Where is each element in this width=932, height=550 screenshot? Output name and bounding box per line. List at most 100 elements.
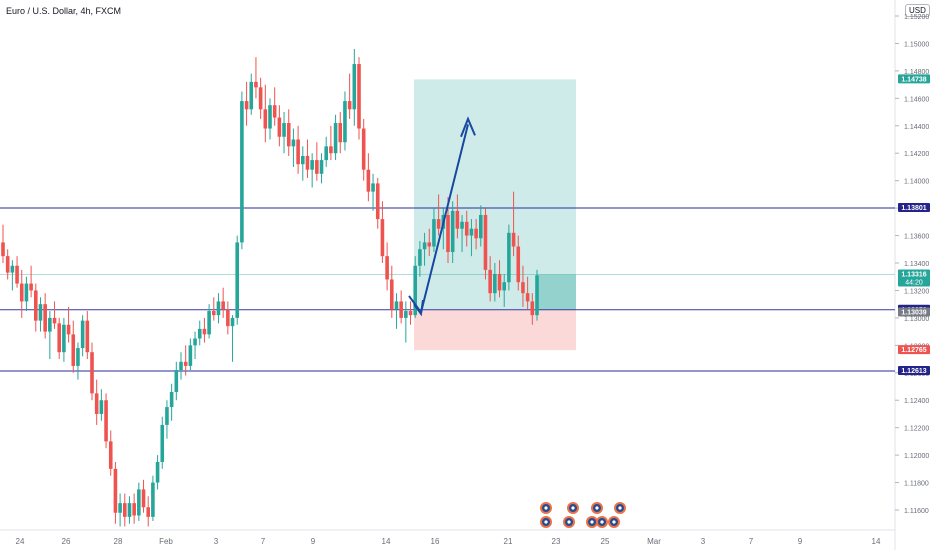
- candle-body: [48, 317, 52, 332]
- candle-body: [118, 503, 122, 513]
- candle-body: [221, 301, 225, 310]
- candle-body: [263, 109, 268, 129]
- x-tick-label: Feb: [159, 537, 173, 546]
- candle-body: [422, 242, 427, 250]
- y-tick-label: 1.13600: [904, 234, 929, 241]
- price-label: 1.13316: [901, 272, 926, 279]
- long-position-stop-zone[interactable]: [414, 309, 576, 351]
- target-price-label: 1.14738: [901, 76, 926, 83]
- candle-body: [207, 311, 211, 335]
- candle-body: [57, 323, 62, 353]
- candle-body: [188, 345, 193, 366]
- candle-body: [535, 275, 539, 316]
- stop-price-label: 1.12765: [901, 347, 926, 354]
- price-label-countdown: 44:20: [905, 280, 923, 287]
- candle-body: [310, 160, 314, 170]
- y-tick-label: 1.13400: [904, 261, 929, 268]
- candle-body: [272, 105, 277, 118]
- candle-body: [432, 219, 436, 247]
- candle-body: [493, 273, 497, 294]
- candle-body: [132, 503, 136, 516]
- candle-body: [357, 64, 361, 129]
- candle-body: [469, 228, 474, 236]
- candle-body: [352, 64, 357, 110]
- candle-body: [511, 232, 516, 247]
- x-tick-label: 3: [214, 537, 219, 546]
- candle-body: [94, 393, 99, 414]
- candle-body: [216, 301, 221, 316]
- candle-body: [385, 256, 389, 280]
- candle-body: [319, 160, 324, 174]
- x-tick-label: 9: [798, 537, 803, 546]
- x-tick-label: 28: [114, 537, 123, 546]
- candle-body: [329, 146, 333, 154]
- y-tick-label: 1.14400: [904, 124, 929, 131]
- candle-body: [436, 219, 441, 229]
- event-icon-dot: [618, 506, 622, 510]
- event-icon-dot: [600, 520, 604, 524]
- candle-body: [502, 282, 507, 291]
- candle-body: [90, 352, 94, 394]
- candle-body: [418, 249, 422, 266]
- candle-body: [174, 370, 179, 392]
- y-tick-label: 1.14800: [904, 69, 929, 76]
- trend-arrow-head: [460, 116, 476, 138]
- currency-label[interactable]: USD: [905, 4, 930, 17]
- candle-body: [268, 105, 272, 129]
- candle-body: [5, 256, 10, 273]
- x-tick-label: 25: [601, 537, 610, 546]
- event-icon-dot: [544, 506, 548, 510]
- candle-body: [38, 304, 43, 321]
- candle-body: [108, 441, 113, 469]
- candle-body: [127, 503, 132, 517]
- y-tick-label: 1.13000: [904, 316, 929, 323]
- candle-body: [71, 334, 76, 366]
- candle-body: [165, 407, 169, 425]
- line-price-label: 1.13801: [901, 205, 926, 212]
- candle-body: [277, 117, 282, 137]
- x-tick-label: 9: [311, 537, 316, 546]
- candle-body: [338, 123, 343, 143]
- candle-body: [347, 101, 352, 110]
- line-price-label-bg: [898, 365, 930, 375]
- y-tick-label: 1.11600: [904, 508, 929, 515]
- candle-body: [43, 304, 47, 332]
- price-label-bg: [898, 269, 930, 287]
- candle-body: [460, 221, 464, 229]
- candle-body: [375, 183, 380, 220]
- y-tick-label: 1.11800: [904, 481, 929, 488]
- candle-body: [497, 273, 502, 291]
- x-tick-label: 7: [749, 537, 754, 546]
- candle-body: [29, 283, 33, 291]
- candle-body: [525, 293, 530, 302]
- stop-price-label-bg: [898, 345, 930, 355]
- candle-body: [371, 183, 375, 192]
- candle-body: [249, 81, 254, 110]
- candle-body: [389, 279, 394, 310]
- target-price-label-bg: [898, 74, 930, 84]
- candle-body: [446, 214, 450, 253]
- candle-body: [483, 214, 488, 270]
- candle-body: [76, 348, 80, 366]
- x-tick-label: 14: [872, 537, 881, 546]
- candle-body: [10, 265, 15, 273]
- candle-body: [137, 489, 141, 516]
- candle-body: [324, 146, 329, 161]
- candle-body: [104, 400, 108, 442]
- candle-body: [193, 338, 197, 346]
- candle-body: [1, 242, 5, 257]
- y-tick-label: 1.12200: [904, 426, 929, 433]
- candle-body: [286, 123, 291, 147]
- x-tick-label: 21: [504, 537, 513, 546]
- candle-body: [62, 324, 66, 353]
- candle-body: [122, 503, 127, 517]
- x-tick-label: 26: [62, 537, 71, 546]
- candle-body: [258, 87, 263, 110]
- price-label: 1.13039: [901, 310, 926, 317]
- candle-body: [85, 320, 90, 353]
- y-tick-label: 1.12400: [904, 398, 929, 405]
- y-tick-label: 1.15000: [904, 41, 929, 48]
- candle-body: [464, 221, 469, 236]
- candle-body: [343, 101, 347, 143]
